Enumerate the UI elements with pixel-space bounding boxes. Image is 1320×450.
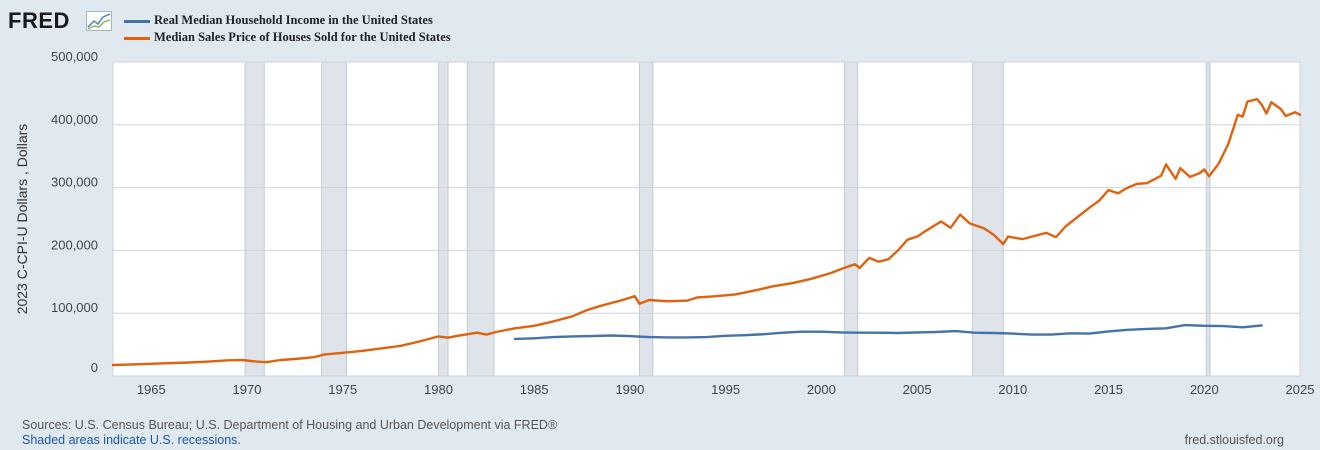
series-line-house-price xyxy=(111,97,1302,367)
chart-header: FRED Real Median Household Income in the… xyxy=(0,0,1320,55)
legend-label-house-price: Median Sales Price of Houses Sold for th… xyxy=(154,30,451,44)
x-tick-label: 2005 xyxy=(903,382,932,397)
x-tick-label: 2000 xyxy=(807,382,836,397)
recession-band xyxy=(972,61,1004,377)
x-tick-label: 1980 xyxy=(424,382,453,397)
fred-logo-graph-icon xyxy=(86,11,112,31)
y-tick-label: 0 xyxy=(91,360,98,375)
legend-label-income: Real Median Household Income in the Unit… xyxy=(154,13,433,27)
plot-area-background xyxy=(113,62,1300,376)
x-tick-label: 2010 xyxy=(998,382,1027,397)
x-tick-label: 1965 xyxy=(137,382,166,397)
legend-swatch-house-price xyxy=(124,37,150,40)
recession-band xyxy=(1205,61,1211,377)
recession-shading xyxy=(244,61,1211,377)
legend-swatch-income xyxy=(124,20,150,23)
y-axis-label: 2023 C-CPI-U Dollars , Dollars xyxy=(14,124,30,315)
footer-site-link[interactable]: fred.stlouisfed.org xyxy=(1184,433,1284,447)
x-tick-label: 1995 xyxy=(711,382,740,397)
recession-band xyxy=(843,61,859,377)
x-tick-label: 2025 xyxy=(1286,382,1315,397)
x-tick-label: 1975 xyxy=(328,382,357,397)
x-tick-label: 1970 xyxy=(233,382,262,397)
fred-logo-text: FRED xyxy=(8,8,70,33)
footer-sources: Sources: U.S. Census Bureau; U.S. Depart… xyxy=(22,418,558,432)
x-tick-label: 2015 xyxy=(1094,382,1123,397)
recession-band xyxy=(244,61,265,377)
recession-band xyxy=(321,61,347,377)
y-axis-tick-labels: 0 100,000 200,000 300,000 400,000 500,000 xyxy=(51,49,98,375)
grid-lines xyxy=(112,61,1301,377)
recession-band xyxy=(438,61,449,377)
recession-band xyxy=(466,61,495,377)
footer-recession-note[interactable]: Shaded areas indicate U.S. recessions. xyxy=(22,433,241,447)
x-axis-tick-labels: 1965 1970 1975 1980 1985 1990 1995 2000 2005 2010… xyxy=(137,382,1315,397)
x-tick-label: 2020 xyxy=(1190,382,1219,397)
y-tick-label: 100,000 xyxy=(51,300,98,315)
recession-band xyxy=(639,61,654,377)
x-tick-label: 1985 xyxy=(520,382,549,397)
line-chart: 0 100,000 200,000 300,000 400,000 500,000 196… xyxy=(14,49,1315,397)
x-tick-label: 1990 xyxy=(615,382,644,397)
series-line-income xyxy=(513,323,1263,341)
y-tick-label: 400,000 xyxy=(51,112,98,127)
y-tick-label: 200,000 xyxy=(51,237,98,252)
series-lines xyxy=(111,97,1302,367)
y-tick-label: 500,000 xyxy=(51,49,98,64)
fred-logo[interactable]: FRED xyxy=(8,8,112,34)
y-tick-label: 300,000 xyxy=(51,175,98,190)
